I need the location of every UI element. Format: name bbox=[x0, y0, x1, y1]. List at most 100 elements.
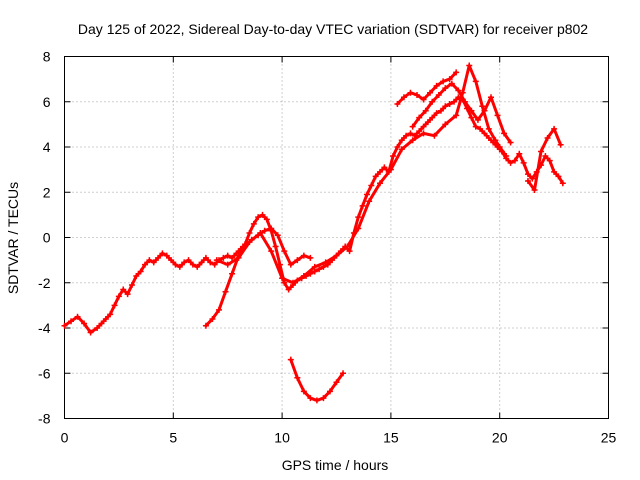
data-point bbox=[229, 270, 236, 277]
axis-ticks bbox=[64, 56, 609, 419]
data-point bbox=[300, 252, 307, 259]
data-point bbox=[294, 257, 301, 264]
data-point bbox=[407, 89, 414, 96]
data-point bbox=[451, 98, 458, 105]
data-point bbox=[494, 112, 501, 119]
data-point bbox=[94, 325, 101, 331]
data-point bbox=[229, 254, 236, 261]
data-point bbox=[146, 257, 153, 264]
data-point bbox=[359, 202, 366, 209]
series-line bbox=[204, 226, 312, 328]
x-tick-label: 20 bbox=[492, 430, 508, 446]
series-rise-scatter bbox=[394, 69, 460, 108]
data-point bbox=[263, 216, 270, 223]
data-point bbox=[446, 101, 453, 108]
data-point bbox=[207, 259, 214, 266]
series-line bbox=[289, 358, 345, 402]
data-point bbox=[557, 141, 564, 148]
data-point bbox=[394, 144, 401, 150]
y-tick-label: 0 bbox=[43, 230, 51, 246]
data-point bbox=[424, 119, 431, 126]
data-point bbox=[211, 261, 218, 268]
data-point bbox=[455, 87, 462, 94]
data-point bbox=[142, 261, 149, 268]
data-point bbox=[524, 177, 531, 184]
data-point bbox=[111, 302, 118, 309]
data-point bbox=[474, 116, 481, 123]
data-point bbox=[377, 180, 384, 187]
data-point bbox=[487, 94, 494, 101]
data-point bbox=[538, 148, 545, 155]
data-point bbox=[414, 91, 421, 98]
data-point bbox=[128, 282, 135, 289]
data-point bbox=[261, 227, 268, 234]
data-point bbox=[281, 248, 288, 255]
data-point bbox=[400, 94, 407, 101]
data-point bbox=[215, 306, 222, 313]
data-point bbox=[133, 272, 140, 279]
data-point bbox=[381, 164, 388, 171]
data-point bbox=[446, 76, 453, 83]
data-point bbox=[209, 315, 216, 322]
data-point bbox=[255, 214, 262, 221]
data-point bbox=[159, 250, 166, 257]
data-point bbox=[477, 125, 484, 132]
x-axis-title: GPS time / hours bbox=[282, 457, 389, 473]
data-point bbox=[107, 311, 114, 318]
data-point bbox=[259, 211, 266, 218]
data-point bbox=[468, 114, 475, 121]
data-point bbox=[250, 220, 257, 227]
series-rising-branch bbox=[202, 225, 314, 329]
data-point bbox=[551, 168, 558, 175]
series-lower-arc bbox=[287, 356, 347, 404]
x-tick-label: 10 bbox=[274, 430, 290, 446]
data-point bbox=[115, 293, 122, 300]
data-point bbox=[176, 263, 183, 270]
data-point bbox=[468, 107, 475, 114]
data-point bbox=[311, 263, 318, 270]
data-point bbox=[520, 159, 527, 166]
y-tick-label: -8 bbox=[38, 411, 51, 427]
data-point bbox=[224, 252, 231, 259]
data-point bbox=[403, 132, 410, 139]
data-point bbox=[366, 198, 373, 205]
data-point bbox=[181, 259, 188, 266]
data-point bbox=[102, 315, 109, 322]
data-point bbox=[387, 166, 394, 173]
data-point bbox=[544, 134, 551, 141]
data-point bbox=[437, 107, 444, 114]
data-point bbox=[326, 388, 333, 395]
data-point bbox=[420, 96, 427, 103]
data-point bbox=[120, 286, 127, 293]
data-point bbox=[355, 214, 362, 221]
data-point bbox=[372, 173, 379, 180]
data-point bbox=[279, 275, 286, 282]
x-tick-label: 15 bbox=[383, 430, 399, 446]
data-point bbox=[124, 291, 131, 298]
data-point bbox=[222, 288, 229, 295]
data-point bbox=[416, 114, 423, 121]
data-point bbox=[431, 132, 438, 139]
data-point bbox=[246, 229, 253, 236]
data-point bbox=[333, 252, 340, 259]
data-point bbox=[398, 137, 405, 144]
data-point bbox=[377, 168, 384, 175]
data-point bbox=[409, 123, 416, 130]
data-point bbox=[429, 114, 436, 121]
data-point bbox=[442, 103, 449, 110]
data-point bbox=[313, 397, 320, 404]
data-point bbox=[453, 69, 460, 76]
data-point bbox=[511, 157, 518, 164]
data-point bbox=[485, 134, 492, 141]
data-point bbox=[442, 121, 449, 128]
data-point bbox=[340, 370, 347, 377]
series-line bbox=[395, 70, 458, 106]
data-point bbox=[546, 157, 553, 164]
data-point bbox=[433, 82, 440, 89]
data-point bbox=[503, 153, 510, 160]
data-point bbox=[555, 173, 562, 180]
data-point bbox=[155, 254, 162, 261]
data-point bbox=[185, 257, 192, 264]
data-point bbox=[274, 232, 281, 239]
data-point bbox=[172, 261, 179, 268]
